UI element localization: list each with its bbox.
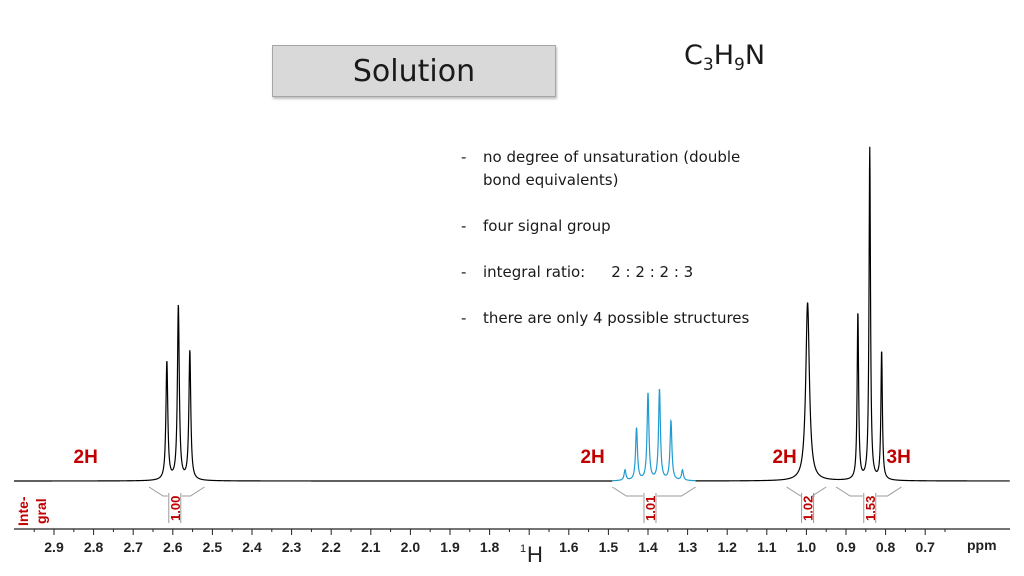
formula-n: N <box>744 40 766 71</box>
multiplicity-label-2: 2H <box>772 447 796 468</box>
tick-label-5: 2.4 <box>242 539 262 555</box>
tick-label-11: 1.8 <box>480 539 500 555</box>
slide-title: Solution <box>352 53 476 89</box>
integral-bracket-2 <box>786 486 827 497</box>
integral-axis-label-line2: gral <box>33 498 49 524</box>
note-possible-structures: there are only 4 possible structures <box>461 307 781 330</box>
integral-2: 1.02 <box>786 486 827 523</box>
formula-c-count: 3 <box>702 55 714 75</box>
tick-label-0: 2.9 <box>44 539 64 555</box>
integral-value-1: 1.01 <box>643 496 658 521</box>
trace-black-right <box>695 146 1010 482</box>
tick-label-7: 2.2 <box>321 539 341 555</box>
tick-label-15: 1.3 <box>678 539 698 555</box>
trace-black-left <box>14 304 613 482</box>
tick-label-14: 1.4 <box>638 539 658 555</box>
tick-label-18: 1.0 <box>797 539 817 555</box>
tick-label-21: 0.7 <box>915 539 935 555</box>
integral-bracket-1 <box>612 486 696 497</box>
integral-ratio-value: 2 : 2 : 2 : 3 <box>611 263 694 281</box>
tick-label-3: 2.6 <box>163 539 183 555</box>
molecular-formula: C3H9N <box>684 40 765 75</box>
tick-label-9: 2.0 <box>401 539 421 555</box>
tick-label-10: 1.9 <box>440 539 460 555</box>
solution-notes: no degree of unsaturation (double bond e… <box>461 146 781 353</box>
multiplicity-labels: 2H 2H 2H 3H <box>74 447 911 468</box>
multiplicity-label-1: 2H <box>580 447 604 468</box>
integral-value-0: 1.00 <box>168 496 183 521</box>
title-box: Solution <box>272 45 556 97</box>
integral-1: 1.01 <box>612 486 696 523</box>
integral-3: 1.53 <box>835 486 902 523</box>
trace-blue-multiplet <box>612 388 696 482</box>
nucleus-mass: 1 <box>520 543 526 555</box>
integrals: 1.00 1.01 1.02 1.53 <box>148 486 902 523</box>
note-unsaturation: no degree of unsaturation (double bond e… <box>461 146 781 192</box>
integral-0: 1.00 <box>148 486 205 523</box>
tick-label-8: 2.1 <box>361 539 381 555</box>
integral-bracket-0 <box>148 486 205 497</box>
formula-h-count: 9 <box>734 55 745 75</box>
tick-label-13: 1.5 <box>599 539 619 555</box>
multiplicity-label-3: 3H <box>887 447 911 468</box>
note-signal-groups: four signal group <box>461 215 781 238</box>
note-integral-ratio: integral ratio: 2 : 2 : 2 : 3 <box>461 261 781 284</box>
integral-value-3: 1.53 <box>863 496 878 521</box>
tick-label-16: 1.2 <box>717 539 737 555</box>
nucleus-symbol: H <box>527 542 543 567</box>
axis-unit-label: ppm <box>967 537 997 553</box>
ppm-axis: 2.9 2.8 2.7 2.6 2.5 2.4 2.3 2.2 2.1 2.0 1.9 1.8 1.6 1… <box>14 528 1010 555</box>
integral-ratio-label: integral ratio: <box>483 263 586 281</box>
integral-axis-label-line1: Inte- <box>15 496 31 526</box>
tick-label-20: 0.8 <box>876 539 896 555</box>
tick-label-12: 1.6 <box>559 539 579 555</box>
tick-label-2: 2.7 <box>123 539 143 555</box>
spectrum-traces <box>14 146 1010 482</box>
tick-label-6: 2.3 <box>282 539 302 555</box>
tick-label-17: 1.1 <box>757 539 777 555</box>
integral-value-2: 1.02 <box>801 496 816 521</box>
formula-c: C <box>684 40 703 71</box>
tick-label-4: 2.5 <box>203 539 223 555</box>
formula-h: H <box>713 40 734 71</box>
tick-label-1: 2.8 <box>84 539 104 555</box>
tick-label-19: 0.9 <box>836 539 856 555</box>
integral-bracket-3 <box>835 486 902 497</box>
multiplicity-label-0: 2H <box>74 447 98 468</box>
